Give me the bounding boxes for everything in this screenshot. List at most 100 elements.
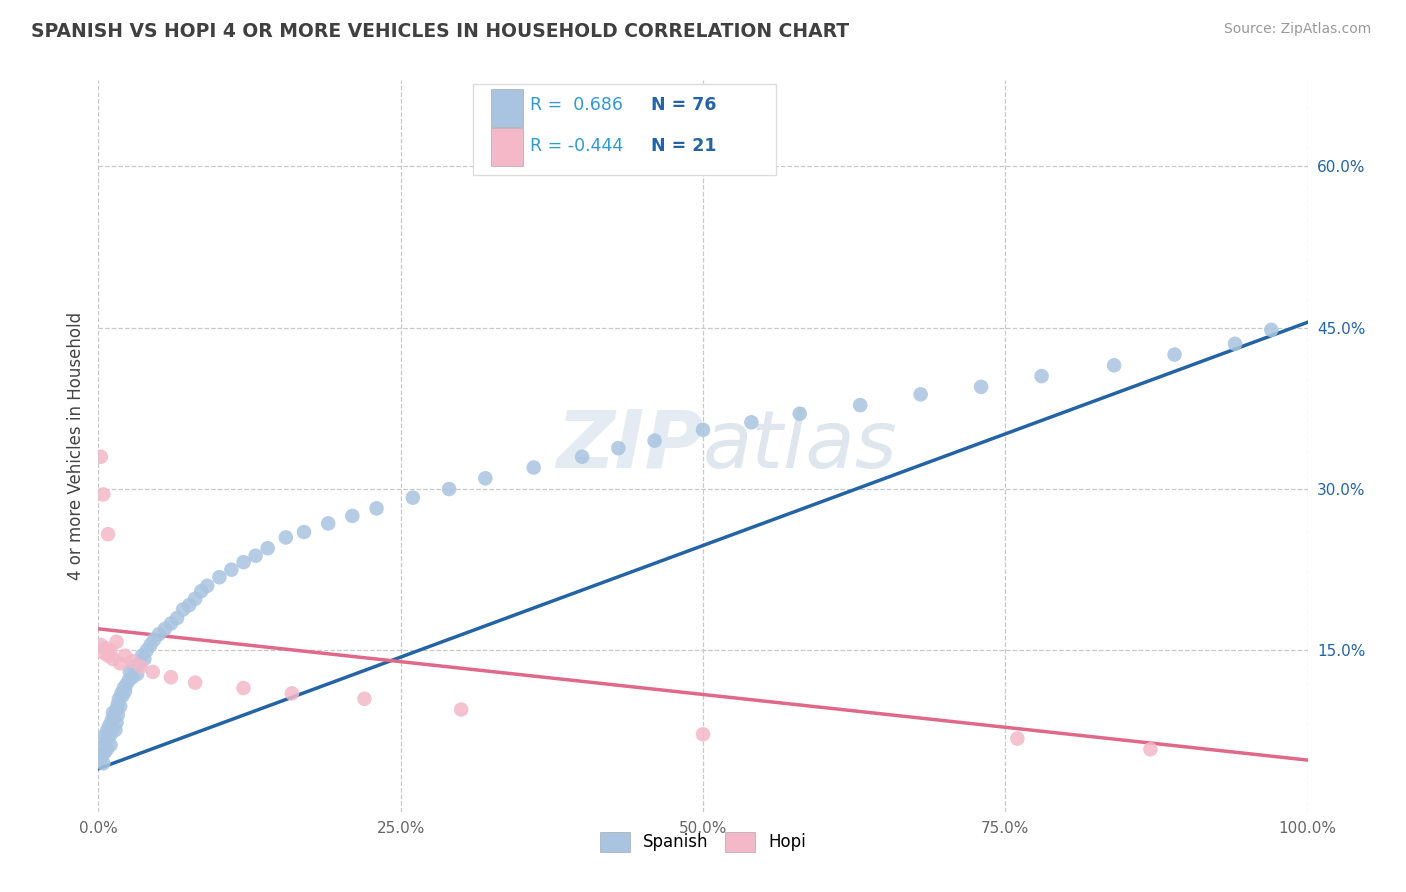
- Point: [107, 707, 129, 722]
- Point: [110, 686, 132, 700]
- Point: [342, 508, 364, 523]
- Point: [644, 434, 666, 448]
- Point: [1139, 742, 1161, 756]
- Point: [1223, 336, 1246, 351]
- Point: [114, 648, 136, 663]
- Point: [108, 699, 131, 714]
- Point: [179, 598, 201, 612]
- Point: [153, 622, 176, 636]
- Point: [90, 751, 112, 765]
- FancyBboxPatch shape: [492, 128, 523, 167]
- Point: [849, 398, 872, 412]
- Point: [292, 524, 315, 539]
- Point: [274, 530, 297, 544]
- Point: [789, 407, 811, 421]
- FancyBboxPatch shape: [492, 89, 523, 127]
- Point: [118, 673, 141, 688]
- Point: [91, 487, 114, 501]
- Point: [474, 471, 496, 485]
- Point: [134, 652, 156, 666]
- Point: [1102, 359, 1125, 373]
- Point: [232, 681, 254, 695]
- Text: N = 21: N = 21: [651, 137, 717, 155]
- Point: [740, 415, 762, 429]
- Point: [107, 697, 129, 711]
- Point: [571, 450, 593, 464]
- Point: [93, 746, 115, 760]
- Point: [910, 387, 932, 401]
- Point: [121, 670, 143, 684]
- Point: [281, 686, 304, 700]
- Point: [160, 616, 183, 631]
- Text: Source: ZipAtlas.com: Source: ZipAtlas.com: [1223, 22, 1371, 37]
- Point: [105, 634, 128, 648]
- Point: [90, 450, 112, 464]
- Point: [114, 684, 136, 698]
- Point: [96, 724, 118, 739]
- Text: atlas: atlas: [703, 407, 898, 485]
- Point: [97, 648, 120, 663]
- Point: [970, 380, 993, 394]
- Point: [100, 727, 122, 741]
- Point: [607, 441, 630, 455]
- Point: [96, 742, 118, 756]
- Point: [195, 579, 218, 593]
- Point: [105, 715, 128, 730]
- Point: [437, 482, 460, 496]
- Point: [402, 491, 425, 505]
- Point: [139, 638, 162, 652]
- Point: [160, 670, 183, 684]
- Point: [97, 731, 120, 746]
- Point: [101, 706, 124, 720]
- Point: [232, 555, 254, 569]
- Point: [101, 652, 124, 666]
- Point: [101, 721, 124, 735]
- Point: [692, 423, 714, 437]
- Text: R =  0.686: R = 0.686: [530, 96, 623, 114]
- Point: [523, 460, 546, 475]
- Point: [692, 727, 714, 741]
- Point: [1163, 347, 1185, 362]
- FancyBboxPatch shape: [474, 84, 776, 176]
- Point: [94, 735, 117, 749]
- Text: N = 76: N = 76: [651, 96, 717, 114]
- Point: [90, 638, 112, 652]
- Point: [450, 702, 472, 716]
- Point: [118, 665, 141, 679]
- Point: [108, 691, 131, 706]
- Point: [94, 641, 117, 656]
- Point: [97, 527, 120, 541]
- Point: [1260, 323, 1282, 337]
- Point: [142, 665, 165, 679]
- Point: [103, 710, 125, 724]
- Point: [135, 643, 157, 657]
- Point: [112, 681, 135, 695]
- Point: [124, 659, 146, 673]
- Point: [256, 541, 278, 556]
- Point: [91, 646, 114, 660]
- Point: [104, 723, 127, 737]
- Point: [190, 584, 212, 599]
- Point: [131, 648, 153, 663]
- Point: [100, 643, 122, 657]
- Text: R = -0.444: R = -0.444: [530, 137, 623, 155]
- Point: [93, 730, 115, 744]
- Point: [91, 756, 114, 771]
- Legend: Spanish, Hopi: Spanish, Hopi: [593, 826, 813, 858]
- Point: [121, 654, 143, 668]
- Point: [184, 591, 207, 606]
- Text: SPANISH VS HOPI 4 OR MORE VEHICLES IN HOUSEHOLD CORRELATION CHART: SPANISH VS HOPI 4 OR MORE VEHICLES IN HO…: [31, 22, 849, 41]
- Point: [353, 691, 375, 706]
- Point: [98, 719, 121, 733]
- Point: [316, 516, 339, 531]
- Point: [245, 549, 267, 563]
- Point: [128, 657, 150, 671]
- Point: [166, 611, 188, 625]
- Point: [115, 678, 138, 692]
- Point: [366, 501, 388, 516]
- Point: [108, 657, 131, 671]
- Point: [172, 602, 194, 616]
- Y-axis label: 4 or more Vehicles in Household: 4 or more Vehicles in Household: [66, 312, 84, 580]
- Point: [100, 714, 122, 728]
- Point: [143, 632, 166, 647]
